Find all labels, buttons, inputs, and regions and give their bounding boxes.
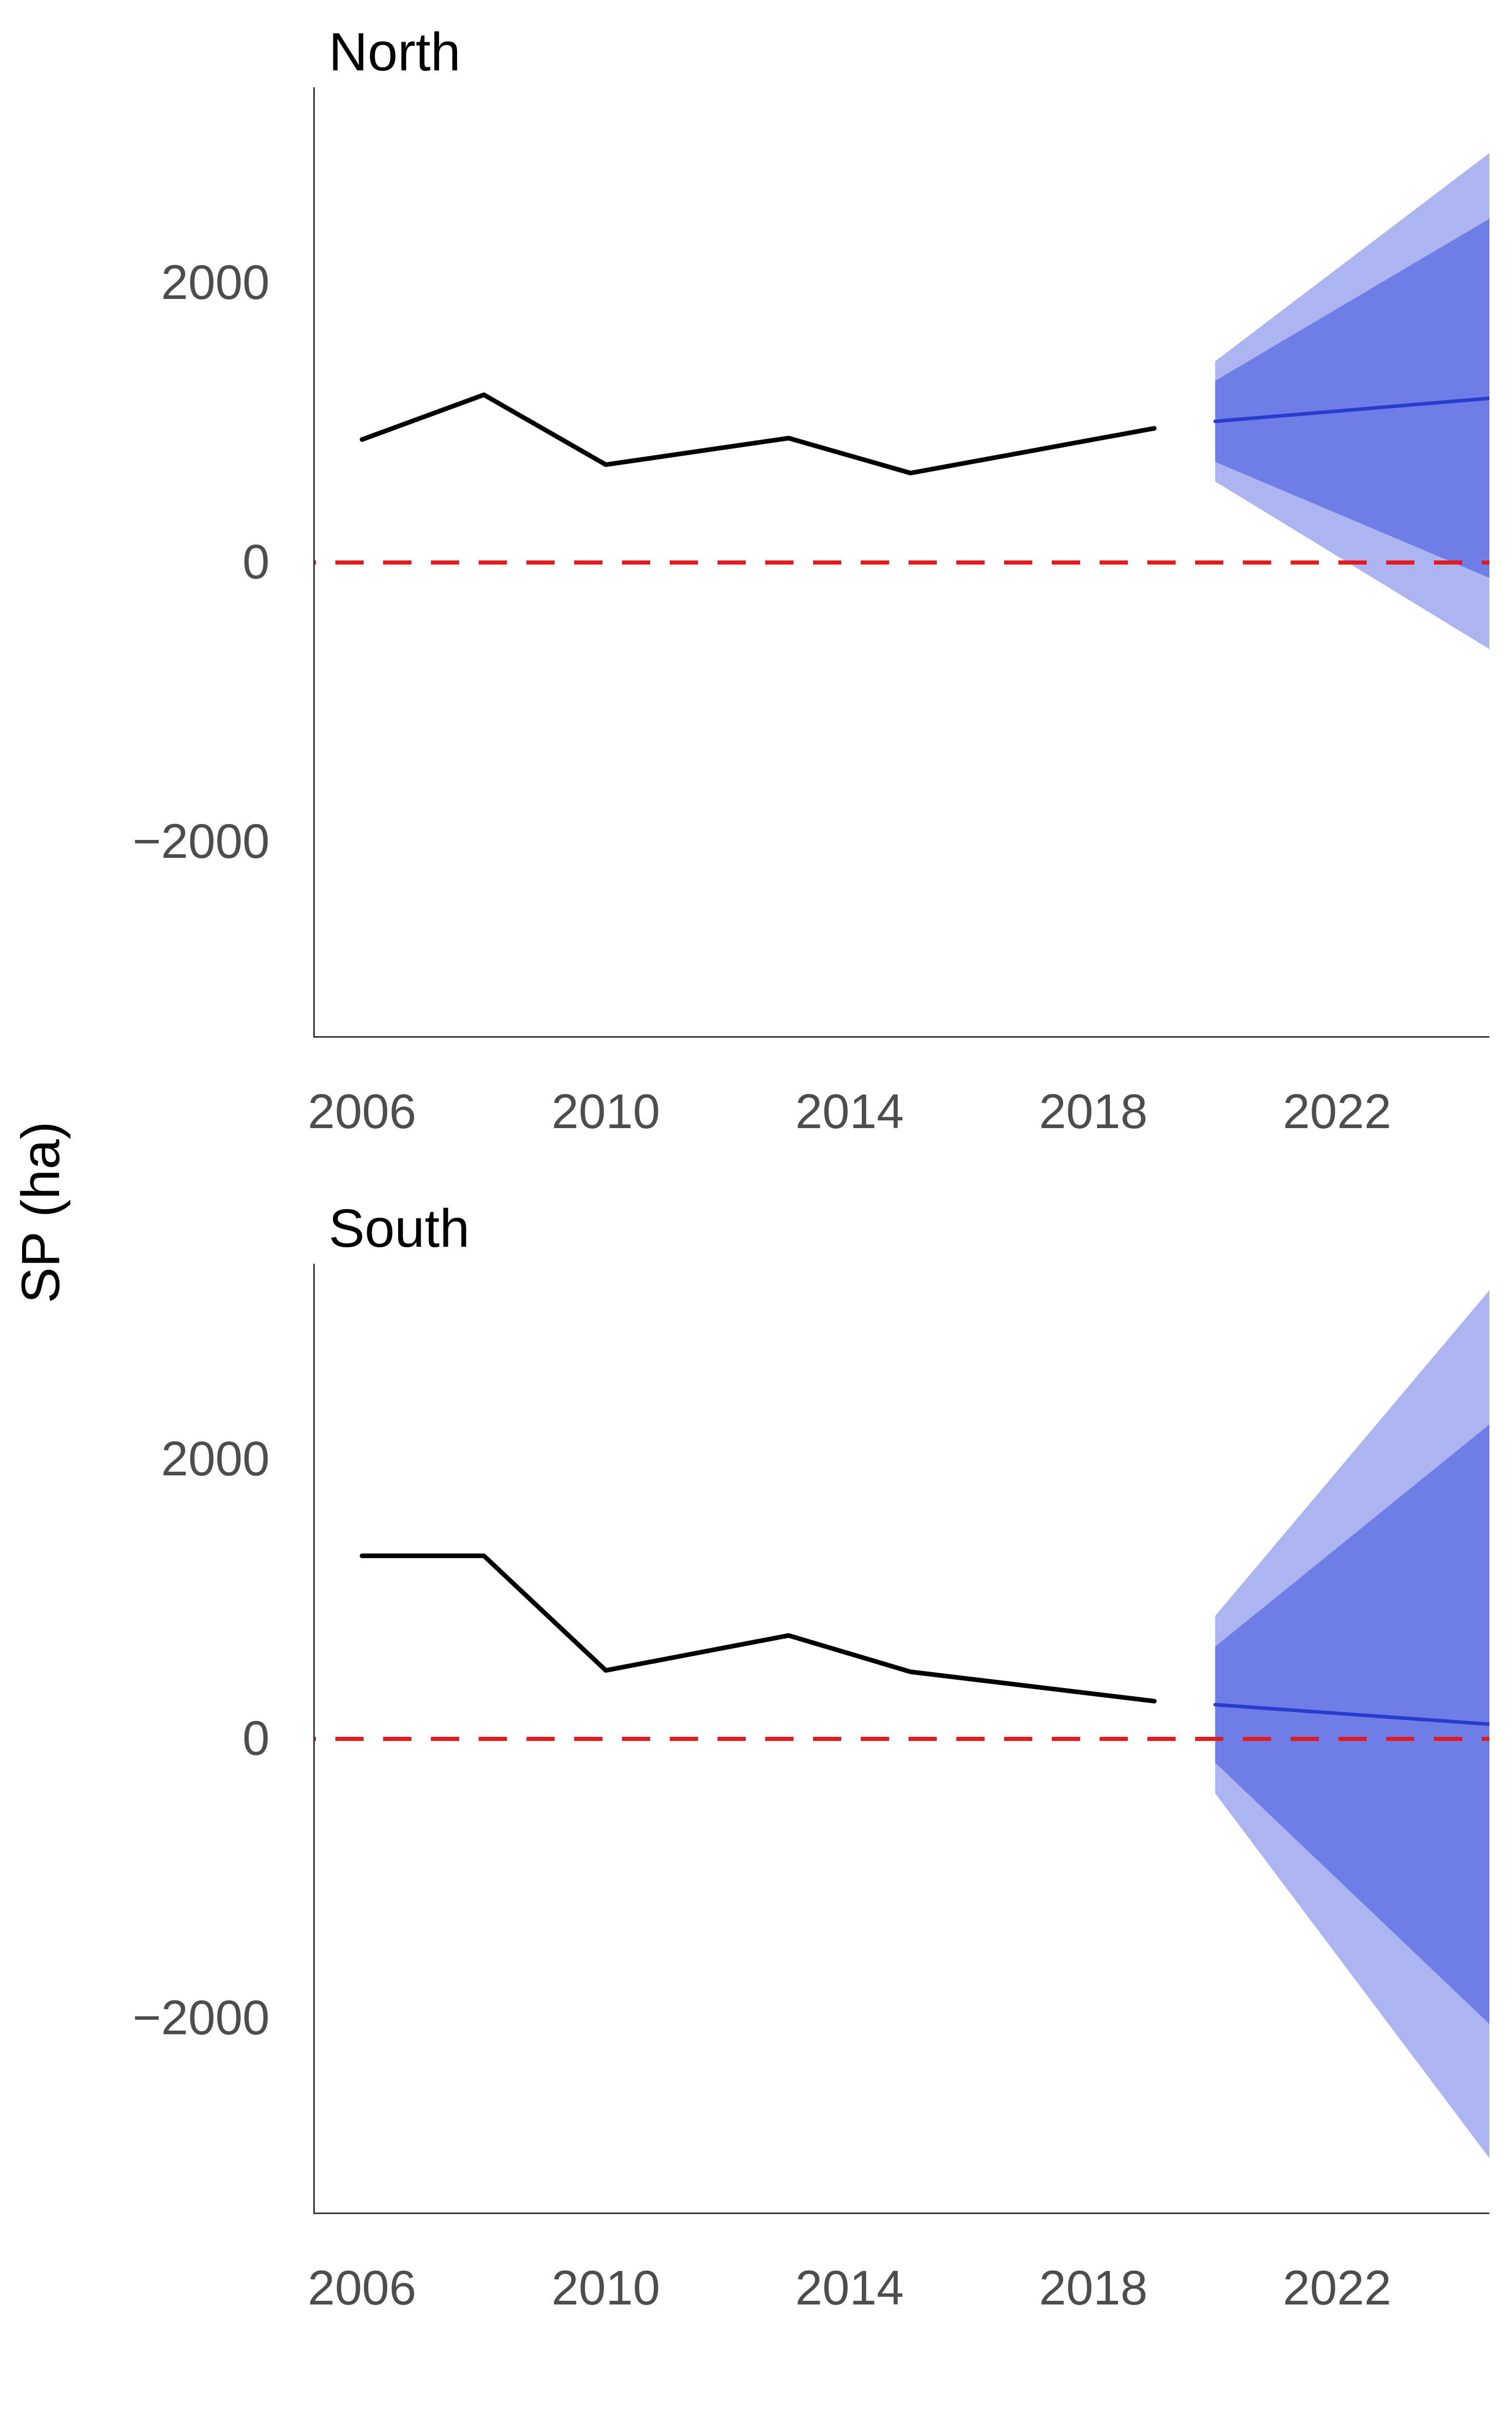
- y-tick-label: −2000: [90, 1990, 270, 2046]
- y-tick-label: 0: [90, 534, 270, 590]
- sp-forecast-figure: SP (ha) North South −2000 0 2000 2006 2010 20…: [0, 0, 1512, 2418]
- chart-svg-south: [313, 1264, 1489, 2214]
- y-tick-label: 2000: [90, 255, 270, 311]
- panel-title-south: South: [329, 1198, 469, 1260]
- x-tick-label: 2018: [1011, 2260, 1176, 2316]
- panel-title-north: North: [329, 22, 461, 83]
- x-tick-label: 2010: [524, 1084, 688, 1140]
- y-tick-label: −2000: [90, 814, 270, 870]
- y-tick-label: 0: [90, 1711, 270, 1767]
- panel-south: South: [313, 1264, 1489, 2214]
- x-tick-label: 2006: [280, 2260, 444, 2316]
- x-tick-label: 2014: [767, 1084, 932, 1140]
- x-tick-label: 2010: [524, 2260, 688, 2316]
- x-tick-label: 2022: [1255, 2260, 1419, 2316]
- y-axis-label: SP (ha): [10, 1110, 72, 1315]
- chart-svg-north: [313, 87, 1489, 1038]
- y-tick-label: 2000: [90, 1431, 270, 1487]
- x-tick-label: 2014: [767, 2260, 932, 2316]
- x-tick-label: 2006: [280, 1084, 444, 1140]
- x-tick-label: 2018: [1011, 1084, 1176, 1140]
- x-tick-label: 2022: [1255, 1084, 1419, 1140]
- panel-north: North: [313, 87, 1489, 1038]
